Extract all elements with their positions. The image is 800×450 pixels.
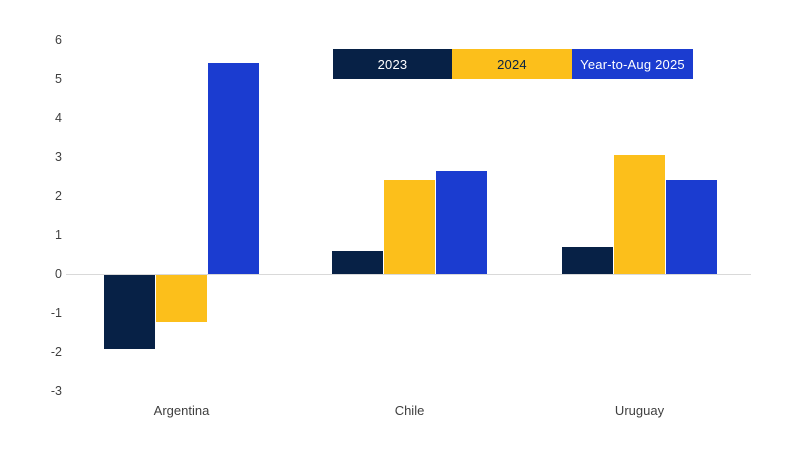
legend-item-2024: 2024 xyxy=(452,49,572,79)
bar-uruguay-year-to-aug-2025 xyxy=(666,180,717,274)
bar-argentina-2024 xyxy=(156,275,207,322)
legend-item-label: 2024 xyxy=(497,56,527,72)
y-axis-tick-label: -3 xyxy=(50,384,62,398)
x-axis-category-label: Argentina xyxy=(153,403,210,418)
legend-item-label: 2023 xyxy=(377,56,408,72)
y-axis-tick-label: 1 xyxy=(55,228,62,242)
y-axis-tick-label: -2 xyxy=(50,345,62,359)
zero-gridline xyxy=(66,274,751,275)
y-axis-tick-label: -1 xyxy=(50,306,62,320)
y-axis-tick-label: 4 xyxy=(55,111,62,125)
bar-argentina-year-to-aug-2025 xyxy=(208,63,259,274)
bar-chile-2023 xyxy=(332,251,383,274)
legend-item-year-to-aug-2025: Year-to-Aug 2025 xyxy=(572,49,693,79)
y-axis-tick-label: 2 xyxy=(55,189,62,203)
legend: 2023 2024 Year-to-Aug 2025 xyxy=(333,49,693,79)
x-axis-category-label: Chile xyxy=(394,403,425,418)
bar-uruguay-2024 xyxy=(614,155,665,274)
bar-argentina-2023 xyxy=(104,275,155,349)
y-axis-tick-label: 5 xyxy=(55,72,62,86)
legend-item-label: Year-to-Aug 2025 xyxy=(580,56,685,72)
bar-chile-2024 xyxy=(384,180,435,274)
y-axis-tick-label: 3 xyxy=(55,150,62,164)
y-axis-tick-label: 6 xyxy=(55,33,62,47)
x-axis-category-label: Uruguay xyxy=(614,403,665,418)
y-axis-tick-label: 0 xyxy=(55,267,62,281)
legend-item-2023: 2023 xyxy=(333,49,452,79)
bar-chile-year-to-aug-2025 xyxy=(436,171,487,274)
bar-uruguay-2023 xyxy=(562,247,613,274)
